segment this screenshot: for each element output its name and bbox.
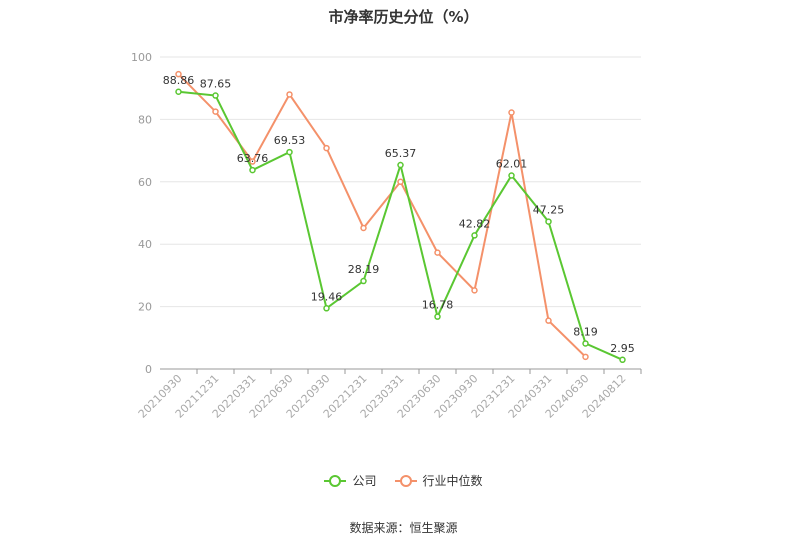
data-label: 47.25: [533, 204, 565, 217]
legend-swatch-company: [324, 474, 347, 488]
data-source: 数据来源：恒生聚源: [349, 521, 458, 535]
y-tick-label: 40: [138, 238, 152, 251]
data-point-industry: [508, 109, 515, 116]
data-label: 87.65: [200, 78, 232, 91]
data-label: 19.46: [311, 290, 343, 303]
data-label: 88.86: [163, 74, 195, 87]
legend-label-company: 公司: [352, 474, 377, 488]
data-point-company: [619, 356, 626, 364]
data-label: 8.19: [573, 325, 598, 338]
data-point-company: [434, 313, 441, 320]
data-point-industry: [212, 108, 219, 115]
legend-item-company[interactable]: 公司: [324, 472, 377, 489]
y-tick-label: 0: [145, 363, 152, 376]
series-line-industry: [177, 73, 587, 358]
y-tick-label: 80: [138, 113, 152, 126]
data-point-company: [212, 92, 219, 99]
data-point-company: [323, 305, 330, 312]
data-point-industry: [249, 158, 256, 165]
data-point-industry: [397, 178, 404, 186]
data-point-company: [582, 340, 589, 347]
legend-item-industry[interactable]: 行业中位数: [394, 472, 483, 489]
data-label: 42.82: [459, 217, 491, 230]
data-point-company: [249, 166, 256, 174]
chart-title: 市净率历史分位（%）: [328, 8, 479, 26]
data-point-company: [286, 148, 293, 156]
y-tick-label: 20: [138, 301, 152, 314]
y-tick-label: 100: [131, 51, 152, 64]
data-label: 16.78: [422, 299, 454, 312]
data-point-company: [175, 88, 182, 96]
series-line-company: [178, 90, 623, 361]
data-label: 62.01: [496, 158, 528, 171]
data-point-industry: [582, 353, 589, 361]
legend: 公司 行业中位数: [0, 472, 807, 489]
data-label: 69.53: [274, 134, 306, 147]
data-point-company: [508, 172, 515, 179]
data-point-industry: [323, 144, 330, 152]
data-point-industry: [286, 91, 293, 98]
data-label: 2.95: [610, 342, 635, 355]
data-point-industry: [471, 287, 478, 294]
data-point-industry: [434, 249, 441, 256]
data-point-company: [397, 161, 404, 169]
data-label: 28.19: [348, 263, 380, 276]
data-point-company: [545, 218, 552, 225]
y-tick-label: 60: [138, 176, 152, 189]
data-point-company: [471, 232, 478, 239]
data-point-industry: [360, 224, 367, 232]
data-label: 63.76: [237, 152, 269, 165]
data-point-company: [360, 277, 367, 285]
legend-swatch-industry: [394, 474, 417, 488]
data-label: 65.37: [385, 147, 417, 160]
data-point-industry: [175, 70, 182, 78]
data-point-industry: [545, 317, 552, 324]
legend-label-industry: 行业中位数: [422, 474, 483, 488]
